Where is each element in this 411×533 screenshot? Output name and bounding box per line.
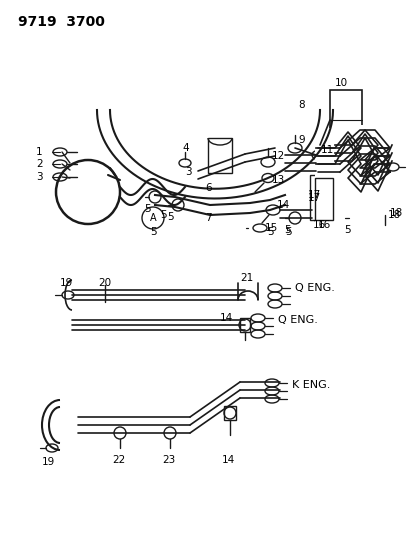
Bar	[240, 318, 250, 332]
Text: 13: 13	[272, 175, 285, 185]
Bar	[330, 90, 362, 145]
Text: 19: 19	[60, 278, 73, 288]
Text: 8: 8	[298, 100, 305, 110]
Text: 3: 3	[36, 172, 43, 182]
Text: 11: 11	[321, 145, 334, 155]
Text: 22: 22	[112, 455, 125, 465]
Text: 10: 10	[335, 78, 348, 88]
Text: 5: 5	[150, 227, 156, 237]
Text: 14: 14	[222, 455, 235, 465]
Bar	[310, 175, 330, 220]
Bar	[315, 128, 405, 228]
Text: 14: 14	[277, 200, 290, 210]
Text: A: A	[150, 213, 156, 223]
Text: 5: 5	[284, 225, 290, 235]
Bar	[224, 406, 236, 420]
Text: K ENG.: K ENG.	[292, 380, 330, 390]
Text: 4: 4	[182, 143, 189, 153]
Text: 5: 5	[267, 227, 273, 237]
Text: 1: 1	[36, 147, 43, 157]
Text: 9719  3700: 9719 3700	[18, 15, 105, 29]
Text: 17: 17	[308, 190, 321, 200]
Text: 15: 15	[265, 223, 278, 233]
Text: 9: 9	[298, 135, 305, 145]
Text: 3: 3	[185, 167, 192, 177]
Text: 14: 14	[220, 313, 233, 323]
Text: 12: 12	[272, 151, 285, 161]
Text: 5: 5	[285, 227, 292, 237]
Text: 5: 5	[344, 225, 350, 235]
Text: 2: 2	[36, 159, 43, 169]
Text: 5: 5	[167, 212, 173, 222]
Text: 5: 5	[144, 204, 150, 214]
Text: 16: 16	[318, 220, 331, 230]
Text: 16: 16	[313, 220, 326, 230]
Text: 20: 20	[98, 278, 111, 288]
Text: 17: 17	[308, 193, 321, 203]
Text: 21: 21	[240, 273, 253, 283]
Bar	[335, 125, 411, 225]
Text: 19: 19	[42, 457, 55, 467]
Text: 7: 7	[205, 213, 212, 223]
Bar	[208, 138, 232, 173]
Bar	[315, 178, 333, 220]
Text: Q ENG.: Q ENG.	[295, 283, 335, 293]
Text: 18: 18	[390, 208, 403, 218]
Text: 6: 6	[205, 183, 212, 193]
Text: 18: 18	[388, 210, 401, 220]
Text: Q ENG.: Q ENG.	[278, 315, 318, 325]
Text: 23: 23	[162, 455, 175, 465]
Text: 5: 5	[160, 210, 166, 220]
